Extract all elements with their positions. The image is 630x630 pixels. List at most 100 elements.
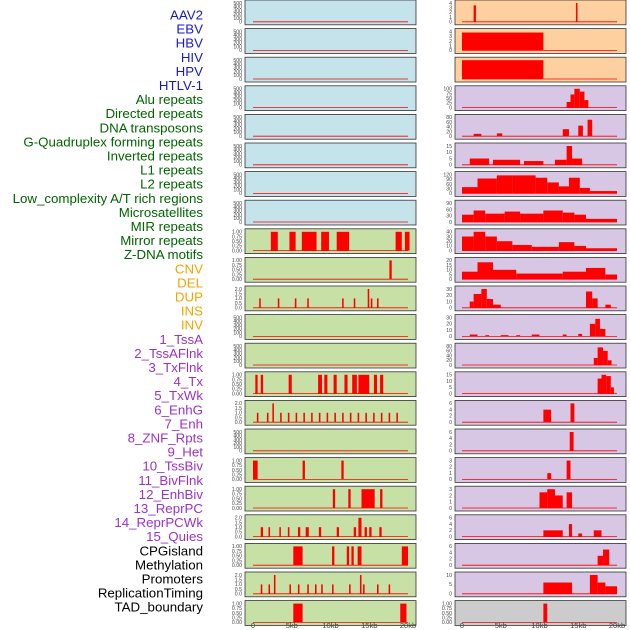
data-bar	[401, 546, 408, 566]
y-tick-label: 400	[233, 205, 242, 211]
data-bar	[380, 489, 383, 508]
data-bar	[473, 133, 482, 137]
y-tick-label: 0	[449, 534, 452, 540]
right-panel-background	[454, 399, 627, 426]
data-bar	[531, 246, 559, 251]
left-panel-background	[244, 485, 417, 512]
y-tick-label: 200	[233, 12, 242, 18]
data-bar	[318, 374, 322, 394]
y-tick-label: 10	[446, 268, 452, 274]
data-bar	[361, 489, 375, 508]
y-tick-label: 400	[233, 319, 242, 325]
data-bar	[324, 374, 328, 394]
data-bar	[307, 298, 309, 308]
x-tick-label: 10kb	[322, 621, 338, 630]
left-panel-low-complexity-a-t-rich-regions: 1.000.750.500.250.00	[232, 371, 417, 397]
left-panel-background	[244, 342, 417, 369]
y-tick-label: 0	[449, 334, 452, 340]
data-bar	[477, 262, 493, 280]
label-del: DEL	[177, 275, 203, 290]
y-tick-label: 300	[233, 37, 242, 43]
data-bar	[597, 378, 602, 394]
data-bar	[568, 177, 580, 194]
data-bar	[326, 412, 329, 423]
data-bar	[266, 412, 269, 423]
y-tick-label: 1.0	[235, 411, 242, 417]
data-bar	[351, 546, 354, 566]
label-low-complexity-a-t-rich-regions: Low_complexity A/T rich regions	[13, 191, 204, 206]
label-inv: INV	[181, 318, 203, 333]
label-13-reprpc: 13_ReprPC	[134, 501, 204, 516]
y-tick-label: 20	[446, 322, 452, 328]
y-tick-label: 60	[446, 120, 452, 126]
data-bar	[358, 517, 362, 537]
data-bar	[469, 158, 490, 165]
y-tick-label: 0.50	[232, 239, 242, 245]
label-8-znf-rpts: 8_ZNF_Rpts	[128, 431, 204, 446]
x-tick-label: 0	[460, 621, 464, 630]
y-tick-label: 100	[233, 359, 242, 365]
data-bar	[365, 412, 367, 423]
x-tick-label: 10kb	[531, 621, 547, 630]
y-tick-label: 0.00	[232, 620, 242, 626]
right-panel-background	[454, 85, 627, 112]
data-bar	[289, 584, 291, 594]
data-bar	[570, 94, 575, 108]
data-bar	[601, 374, 607, 394]
data-bar	[297, 527, 301, 537]
data-bar	[535, 177, 548, 194]
data-bar	[333, 374, 337, 394]
left-panel-background	[244, 171, 417, 197]
label-4-tx: 4_Tx	[173, 374, 203, 389]
y-tick-label: 200	[233, 126, 242, 132]
y-tick-label: 0	[449, 134, 452, 140]
y-tick-label: 1.00	[442, 601, 452, 607]
data-bar	[367, 289, 370, 308]
data-bar	[379, 527, 382, 537]
data-bar	[524, 161, 544, 165]
y-tick-label: 500	[233, 144, 242, 150]
data-bar	[305, 527, 309, 537]
label-2-tssaflnk: 2_TssAFlnk	[134, 346, 203, 361]
y-tick-label: 0.50	[232, 468, 242, 474]
data-bar	[268, 584, 271, 594]
y-tick-label: 1.00	[232, 487, 242, 493]
label-l1-repeats: L1 repeats	[140, 163, 203, 178]
y-tick-label: 0.5	[235, 530, 242, 536]
data-bar	[543, 603, 548, 623]
data-bar	[346, 546, 350, 566]
y-tick-label: 20	[446, 239, 452, 245]
data-bar	[273, 575, 276, 594]
data-bar	[253, 460, 258, 480]
left-panel-background	[244, 228, 417, 255]
y-tick-label: 400	[233, 5, 242, 11]
y-tick-label: 25	[446, 101, 452, 107]
data-bar	[349, 412, 352, 423]
left-panel-ins: 1.000.750.500.250.00	[232, 600, 417, 626]
label-11-bivflnk: 11_BivFlnk	[138, 473, 203, 488]
left-panel-microsatellites: 2.01.51.00.50.0	[235, 399, 417, 426]
data-bar	[469, 301, 474, 308]
data-bar	[462, 187, 478, 194]
y-tick-label: 1.0	[235, 525, 242, 531]
data-bar	[318, 412, 321, 423]
y-tick-label: 6	[449, 430, 452, 436]
y-tick-label: 0.50	[232, 496, 242, 502]
y-tick-label: 2.0	[235, 516, 242, 522]
data-bar	[332, 489, 336, 508]
label-directed-repeats: Directed repeats	[105, 106, 203, 121]
left-panel-background	[244, 85, 417, 112]
y-tick-label: 20	[446, 293, 452, 299]
y-tick-label: 20	[446, 258, 452, 264]
data-bar	[259, 298, 261, 308]
y-tick-label: 500	[233, 58, 242, 64]
